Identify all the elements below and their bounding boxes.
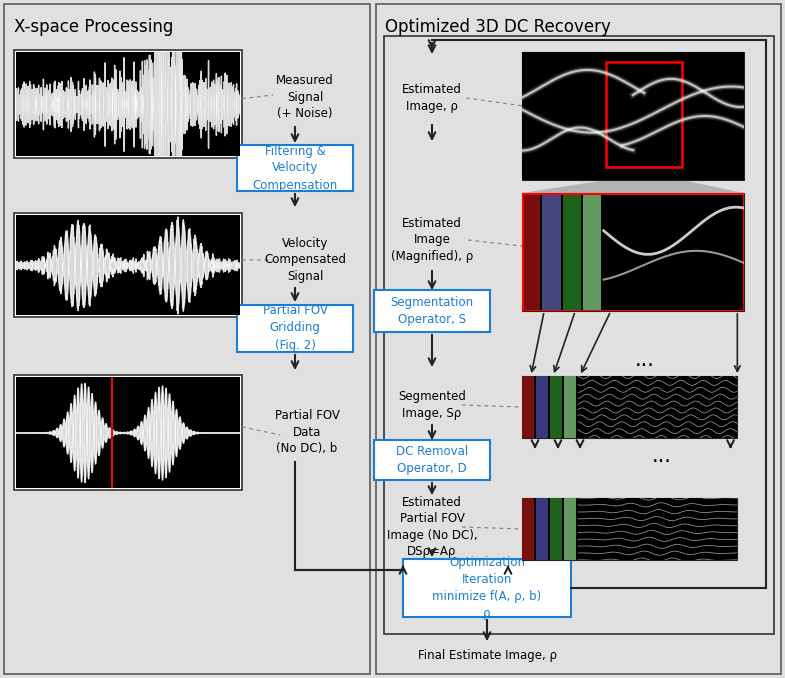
Bar <box>564 498 576 560</box>
Bar <box>384 36 774 634</box>
Text: Optimized 3D DC Recovery: Optimized 3D DC Recovery <box>385 18 611 36</box>
Text: Estimated
Partial FOV
Image (No DC),
DSρ=Aρ: Estimated Partial FOV Image (No DC), DSρ… <box>387 496 477 558</box>
Bar <box>403 559 571 617</box>
Text: Filtering &
Velocity
Compensation: Filtering & Velocity Compensation <box>252 144 338 191</box>
Bar <box>14 213 242 317</box>
Bar <box>522 498 737 560</box>
Text: Measured
Signal
(+ Noise): Measured Signal (+ Noise) <box>276 74 334 120</box>
Bar <box>564 376 576 438</box>
Bar <box>522 193 744 311</box>
Bar <box>4 4 370 674</box>
Text: Estimated
Image, ρ: Estimated Image, ρ <box>402 83 462 113</box>
Text: Velocity
Compensated
Signal: Velocity Compensated Signal <box>264 237 346 283</box>
Text: Final Estimate Image, ρ: Final Estimate Image, ρ <box>418 648 557 662</box>
Bar <box>606 62 682 167</box>
Bar <box>542 193 560 311</box>
Text: Optimization
Iteration
minimize f(A, ρ, b)
ρ: Optimization Iteration minimize f(A, ρ, … <box>433 556 542 620</box>
Bar <box>563 193 581 311</box>
Bar <box>522 193 540 311</box>
Bar <box>237 145 353 191</box>
Bar <box>522 376 737 438</box>
Bar <box>14 375 242 490</box>
Text: Partial FOV
Gridding
(Fig. 2): Partial FOV Gridding (Fig. 2) <box>262 304 327 351</box>
Text: Segmentation
Operator, S: Segmentation Operator, S <box>390 296 473 326</box>
Text: ...: ... <box>635 350 655 370</box>
Bar <box>550 498 562 560</box>
Bar <box>536 376 549 438</box>
Bar <box>14 50 242 158</box>
Bar <box>536 498 549 560</box>
Text: Segmented
Image, Sρ: Segmented Image, Sρ <box>398 391 466 420</box>
Bar <box>522 376 535 438</box>
Text: Partial FOV
Data
(No DC), b: Partial FOV Data (No DC), b <box>275 409 339 455</box>
Bar <box>374 440 490 480</box>
Bar <box>550 376 562 438</box>
Bar <box>376 4 781 674</box>
Bar <box>522 498 535 560</box>
Text: DC Removal
Operator, D: DC Removal Operator, D <box>396 445 468 475</box>
Polygon shape <box>522 180 744 193</box>
Bar <box>374 290 490 332</box>
Text: X-space Processing: X-space Processing <box>14 18 173 36</box>
Bar <box>522 52 744 180</box>
Bar <box>237 304 353 351</box>
Bar <box>583 193 601 311</box>
Text: Estimated
Image
(Magnified), ρ: Estimated Image (Magnified), ρ <box>391 217 473 263</box>
Text: ...: ... <box>652 446 672 466</box>
